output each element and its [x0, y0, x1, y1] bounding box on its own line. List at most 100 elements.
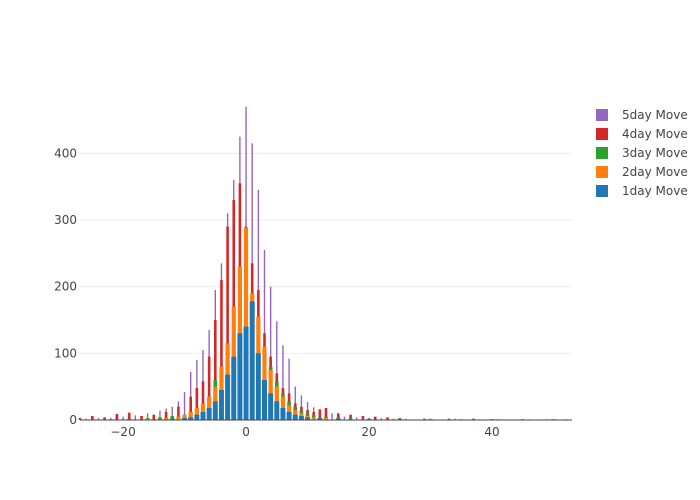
bar-5day-move [146, 413, 149, 420]
bar-5day-move [159, 410, 161, 420]
bar-4day-move [447, 418, 451, 420]
legend-label: 5day Move [622, 107, 688, 122]
bar-1day-move [335, 418, 341, 420]
bar-5day-move [331, 413, 333, 420]
bar-1day-move [194, 414, 200, 420]
legend-swatch [596, 165, 608, 178]
bar-4day-move [78, 418, 82, 420]
bar-5day-move [183, 392, 186, 420]
bar-1day-move [225, 374, 231, 420]
legend-swatch [596, 184, 608, 197]
bar-5day-move [429, 418, 432, 420]
bar-3day-move [367, 418, 371, 420]
legend-item[interactable]: 5day Move [592, 105, 697, 124]
bar-2day-move [323, 418, 329, 420]
bar-4day-move [140, 416, 143, 420]
bar-4day-move [214, 320, 217, 420]
bar-5day-move [392, 418, 395, 420]
bar-5day-move [405, 418, 407, 420]
bar-1day-move [317, 418, 323, 420]
bar-5day-move [110, 418, 112, 420]
bar-1day-move [262, 380, 267, 420]
bar-4day-move [152, 414, 156, 420]
bar-5day-move [454, 418, 456, 420]
bar-2day-move [182, 414, 187, 420]
bar-3day-move [127, 418, 131, 420]
bar-5day-move [356, 417, 358, 420]
y-tick-label: 400 [54, 146, 77, 160]
bar-4day-move [226, 226, 229, 420]
bar-5day-move [269, 286, 272, 420]
bar-1day-move [292, 414, 298, 420]
bar-3day-move [398, 418, 402, 420]
bar-4day-move [337, 413, 340, 420]
bar-1day-move [274, 401, 280, 420]
bar-1day-move [218, 390, 224, 420]
bar-2day-move [311, 417, 316, 420]
y-tick-label: 0 [69, 413, 77, 427]
bar-1day-move [169, 418, 175, 420]
bar-4day-move [127, 412, 131, 420]
bar-3day-move [348, 418, 353, 420]
legend-label: 2day Move [622, 164, 688, 179]
y-tick-label: 300 [54, 213, 77, 227]
legend: 5day Move 4day Move 3day Move 2day Move … [592, 105, 697, 200]
bar-4day-move [386, 417, 389, 420]
legend-label: 3day Move [622, 145, 688, 160]
bar-3day-move [158, 417, 162, 420]
bar-4day-move [318, 409, 322, 420]
bar-5day-move [276, 321, 278, 420]
bar-1day-move [231, 356, 237, 420]
bar-3day-move [170, 416, 175, 420]
bar-1day-move [280, 408, 286, 420]
legend-swatch [596, 146, 608, 159]
bar-1day-move [200, 412, 206, 420]
legend-label: 4day Move [622, 126, 688, 141]
bar-4day-move [201, 381, 205, 420]
bar-5day-move [380, 418, 383, 420]
bar-4day-move [164, 412, 168, 420]
legend-item[interactable]: 1day Move [592, 181, 697, 200]
bar-2day-move [164, 418, 169, 420]
bar-5day-move [97, 418, 100, 420]
legend-item[interactable]: 3day Move [592, 143, 697, 162]
gridlines [80, 152, 572, 354]
bar-4day-move [324, 408, 328, 420]
bar-4day-move [220, 280, 223, 420]
bar-4day-move [472, 418, 475, 420]
bar-2day-move [188, 412, 193, 420]
bar-1day-move [286, 412, 292, 420]
bar-1day-move [243, 326, 249, 420]
bar-2day-move [194, 408, 199, 420]
bar-1day-move [237, 333, 243, 420]
bar-1day-move [298, 416, 304, 420]
bar-2day-move [243, 228, 249, 420]
bar-1day-move [206, 408, 212, 420]
x-tick-label: 20 [361, 425, 376, 439]
bar-4day-move [195, 388, 199, 420]
y-tick-label: 100 [54, 346, 77, 360]
bar-4day-move [349, 414, 352, 420]
bar-1day-move [268, 393, 274, 420]
bar-5day-move [288, 358, 290, 420]
axes: 0 100 200 300 400 −20 0 20 40 [54, 146, 572, 439]
bar-4day-move [189, 396, 192, 420]
bar-4day-move [103, 417, 106, 420]
legend-swatch [596, 127, 608, 140]
bar-1day-move [249, 301, 255, 420]
y-tick-label: 200 [54, 280, 77, 294]
bar-5day-move [122, 416, 124, 420]
legend-item[interactable]: 4day Move [592, 124, 697, 143]
bar-2day-move [176, 416, 181, 420]
bar-4day-move [207, 356, 211, 420]
bars [78, 106, 568, 421]
legend-item[interactable]: 2day Move [592, 162, 697, 181]
bar-5day-move [294, 386, 296, 420]
legend-swatch [596, 108, 608, 121]
x-tick-label: 0 [242, 425, 250, 439]
bar-4day-move [115, 414, 119, 420]
bar-5day-move [343, 416, 346, 420]
bar-1day-move [305, 417, 311, 420]
bar-1day-move [182, 418, 188, 420]
